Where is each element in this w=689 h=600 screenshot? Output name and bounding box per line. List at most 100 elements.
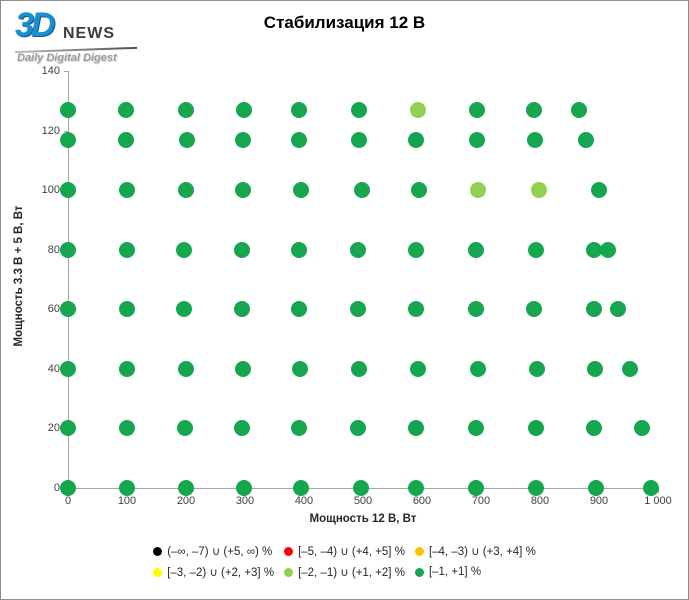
data-point [60,360,76,377]
data-point [408,480,425,496]
data-point [60,101,76,118]
data-point [527,480,544,496]
data-point [178,182,194,199]
data-point [526,101,543,118]
y-axis-tick [64,130,68,132]
data-point [235,480,252,496]
data-point [578,131,595,148]
logo-3d-text: 3D [15,6,56,44]
legend-label: [–5, –4) ∪ (+4, +5] % [298,546,405,558]
data-point [467,241,484,258]
data-point [290,301,307,318]
data-point [176,420,193,437]
data-point [234,301,251,318]
data-point [234,420,251,437]
data-point [349,241,366,258]
data-point [119,241,135,258]
legend-swatch-icon [153,567,163,577]
x-tick-label: 100 [117,495,137,507]
data-point [634,420,651,437]
data-point [117,131,134,148]
data-point [178,480,194,496]
data-point [530,182,547,199]
y-tick-label: 100 [41,184,60,197]
y-axis-title: Мощность 3.3 В + 5 В, Вт [13,205,25,347]
legend-item: [–5, –4) ∪ (+4, +5] % [284,544,405,558]
chart-legend: (–∞, –7) ∪ (+5, ∞) % [–5, –4) ∪ (+4, +5] … [1,544,688,579]
data-point [235,101,252,118]
data-point [408,301,425,318]
data-point [119,301,135,318]
data-point [291,131,308,148]
data-point [290,420,307,437]
x-tick-label: 800 [530,495,550,507]
x-tick-label: 300 [235,495,255,507]
data-point [178,101,194,118]
data-point [119,420,135,437]
data-point [290,241,307,258]
data-point [293,480,310,496]
data-point [585,301,602,318]
legend-item: [–3, –2) ∪ (+2, +3] % [153,565,274,579]
x-tick-label: 1 000 [644,495,672,507]
data-point [467,301,484,318]
data-point [60,420,76,437]
data-point [527,241,544,258]
data-point [60,131,76,148]
data-point [468,101,485,118]
data-point [350,131,367,148]
data-point [468,131,485,148]
x-axis-title: Мощность 12 В, Вт [309,513,417,525]
data-point [234,241,251,258]
y-axis-line [68,71,69,489]
y-tick-label: 120 [41,124,60,137]
data-point [526,131,543,148]
x-tick-label: 700 [471,495,491,507]
data-point [179,131,196,148]
legend-item: [–2, –1) ∪ (+1, +2] % [284,565,405,579]
y-tick-label: 80 [47,243,60,256]
data-point [119,480,135,496]
data-point [176,301,193,318]
legend-label: [–1, +1] % [428,566,482,578]
legend-swatch-icon [414,567,424,577]
data-point [350,360,367,377]
logo-wordmark: 3D NEWS [15,6,155,45]
legend-label: [–2, –1) ∪ (+1, +2] % [298,567,405,579]
data-point [349,301,366,318]
data-point [235,360,252,377]
y-tick-label: 60 [47,303,60,316]
logo-news-text: NEWS [63,25,115,42]
x-tick-label: 400 [294,495,314,507]
x-axis-tick [658,489,659,493]
y-tick-label: 40 [47,362,60,375]
data-point [60,301,76,318]
legend-swatch-icon [284,567,294,577]
data-point [235,131,252,148]
data-point [119,182,135,199]
data-point [408,131,425,148]
legend-item: (–∞, –7) ∪ (+5, ∞) % [153,544,274,558]
data-point [585,420,602,437]
data-point [411,182,428,199]
data-point [470,182,487,199]
data-point [610,301,627,318]
legend-swatch-icon [284,546,294,556]
data-point [60,241,76,258]
y-tick-label: 140 [41,65,60,77]
legend-label: [–3, –2) ∪ (+2, +3] % [167,567,275,579]
data-point [587,360,604,377]
data-point [526,301,543,318]
legend-item: [–4, –3) ∪ (+3, +4] % [414,544,536,558]
data-point [293,182,310,199]
data-point [467,480,484,496]
data-point [527,420,544,437]
plot-area: 0 100 200 300 400 500 600 700 800 900 1 000 0 20 40 60… [42,65,672,507]
data-point [570,101,587,118]
legend-label: [–4, –3) ∪ (+3, +4] % [428,546,536,558]
data-point [119,360,135,377]
legend-label: (–∞, –7) ∪ (+5, ∞) % [167,546,273,558]
data-point [60,480,76,496]
data-point [599,241,616,258]
